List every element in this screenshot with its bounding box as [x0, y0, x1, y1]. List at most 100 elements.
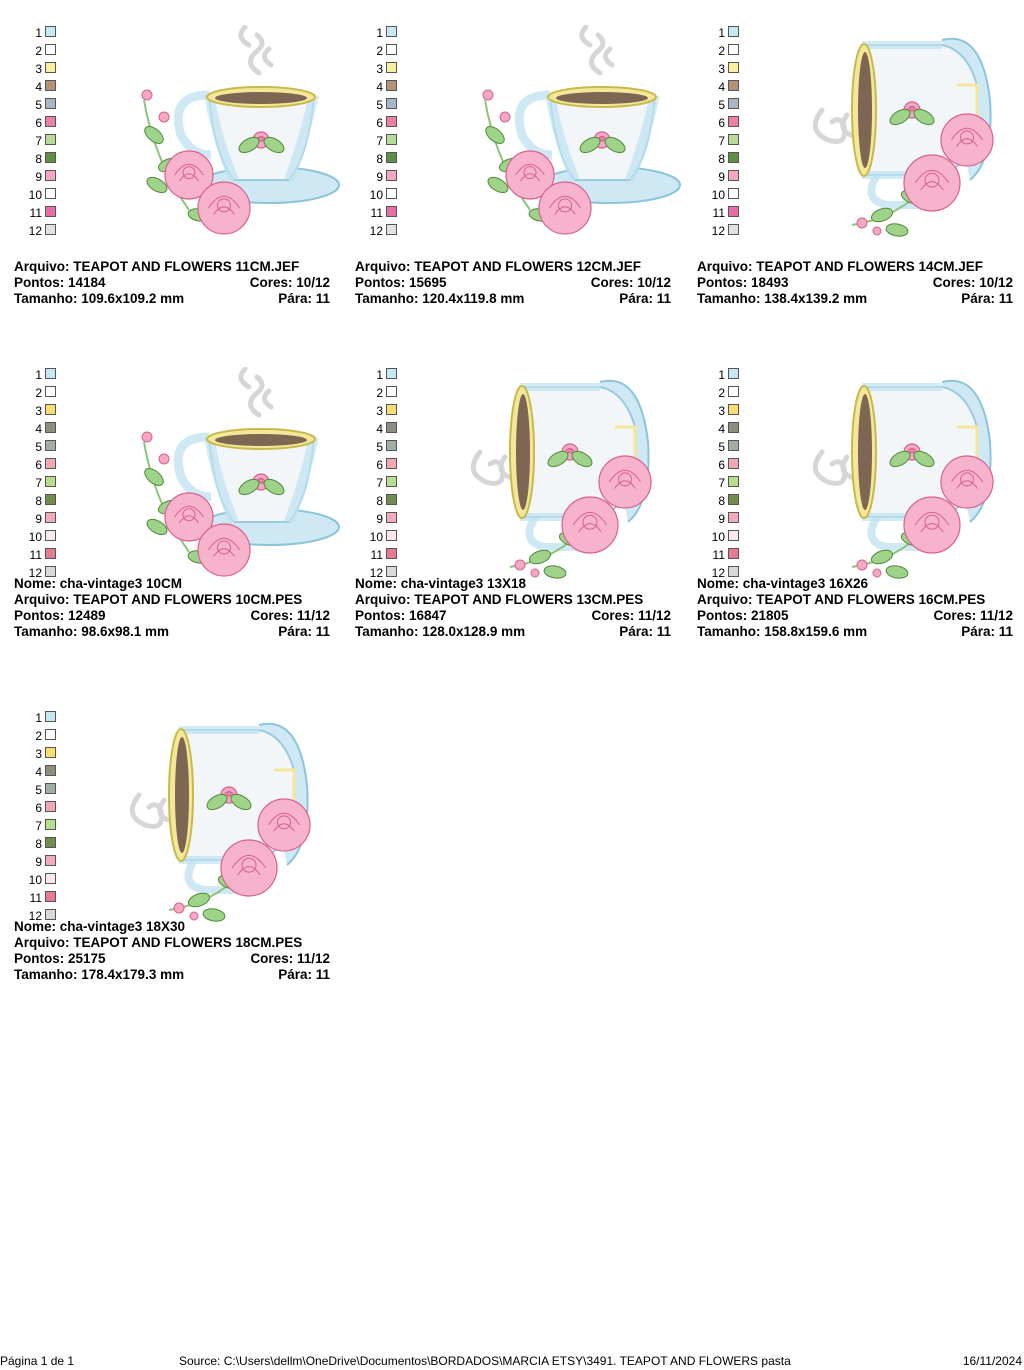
- color-swatch: [45, 747, 56, 758]
- color-swatch: [728, 62, 739, 73]
- color-swatch-row: 7: [697, 475, 741, 493]
- file-line-text: Arquivo: TEAPOT AND FLOWERS 18CM.PES: [14, 935, 303, 950]
- color-palette: 1 2 3 4 5 6 7 8 9 10 11 12: [14, 710, 58, 926]
- swatch-number: 3: [376, 404, 383, 418]
- color-swatch-row: 5: [697, 439, 741, 457]
- color-swatch-row: 7: [355, 475, 399, 493]
- color-swatch: [386, 548, 397, 559]
- swatch-number: 10: [369, 530, 383, 544]
- size-line-right: Pára: 11: [961, 291, 1013, 306]
- color-swatch-row: 12: [697, 565, 741, 583]
- design-card: 1 2 3 4 5 6 7 8 9 10 11 12 Nome: cha-vintage3 18X30…: [14, 710, 344, 1030]
- print-date: 16/11/2024: [962, 1354, 1022, 1368]
- swatch-number: 10: [28, 188, 42, 202]
- stitches-line-text: Pontos: 15695: [355, 275, 447, 290]
- design-card: 1 2 3 4 5 6 7 8 9 10 11 12 Arquivo: TEAPOT AND FLOW…: [14, 25, 344, 345]
- color-swatch-row: 2: [697, 43, 741, 61]
- size-line-text: Tamanho: 128.0x128.9 mm: [355, 624, 526, 639]
- swatch-number: 4: [35, 80, 42, 94]
- color-swatch: [728, 26, 739, 37]
- design-info: Nome: cha-vintage3 10CM Arquivo: TEAPOT A…: [14, 576, 330, 640]
- embroidery-preview: [792, 25, 1024, 240]
- color-swatch-row: 1: [697, 367, 741, 385]
- swatch-number: 8: [35, 837, 42, 851]
- design-info: Arquivo: TEAPOT AND FLOWERS 12CM.JEF Pont…: [355, 259, 671, 307]
- file-line: Arquivo: TEAPOT AND FLOWERS 10CM.PES: [14, 592, 330, 608]
- color-swatch: [45, 386, 56, 397]
- file-line: Arquivo: TEAPOT AND FLOWERS 16CM.PES: [697, 592, 1013, 608]
- color-swatch: [728, 224, 739, 235]
- color-swatch: [386, 62, 397, 73]
- swatch-number: 8: [35, 494, 42, 508]
- size-line: Tamanho: 138.4x139.2 mm Pára: 11: [697, 291, 1013, 307]
- color-swatch-row: 10: [14, 529, 58, 547]
- swatch-number: 7: [718, 134, 725, 148]
- stitches-line-right: Cores: 11/12: [933, 608, 1013, 623]
- file-line-text: Arquivo: TEAPOT AND FLOWERS 11CM.JEF: [14, 259, 300, 274]
- color-swatch-row: 12: [14, 908, 58, 926]
- swatch-number: 3: [376, 62, 383, 76]
- color-swatch-row: 4: [14, 79, 58, 97]
- color-swatch: [728, 476, 739, 487]
- swatch-number: 8: [718, 152, 725, 166]
- color-swatch-row: 6: [697, 457, 741, 475]
- swatch-number: 9: [718, 512, 725, 526]
- color-swatch: [45, 476, 56, 487]
- swatch-number: 11: [29, 891, 42, 905]
- color-swatch: [728, 512, 739, 523]
- color-swatch: [45, 170, 56, 181]
- swatch-number: 10: [369, 188, 383, 202]
- stitches-line-text: Pontos: 18493: [697, 275, 789, 290]
- size-line: Tamanho: 109.6x109.2 mm Pára: 11: [14, 291, 330, 307]
- color-swatch-row: 6: [355, 457, 399, 475]
- embroidery-preview: [109, 25, 349, 240]
- color-swatch: [386, 206, 397, 217]
- color-swatch-row: 12: [14, 223, 58, 241]
- color-swatch-row: 12: [355, 565, 399, 583]
- color-swatch: [386, 368, 397, 379]
- swatch-number: 1: [376, 368, 383, 382]
- color-swatch: [728, 548, 739, 559]
- swatch-number: 1: [35, 711, 42, 725]
- swatch-number: 7: [376, 476, 383, 490]
- color-swatch: [728, 206, 739, 217]
- embroidery-preview: [792, 367, 1024, 582]
- color-swatch-row: 3: [355, 61, 399, 79]
- stitches-line-text: Pontos: 21805: [697, 608, 789, 623]
- swatch-number: 6: [718, 458, 725, 472]
- color-swatch: [386, 44, 397, 55]
- size-line: Tamanho: 178.4x179.3 mm Pára: 11: [14, 967, 330, 983]
- design-card: 1 2 3 4 5 6 7 8 9 10 11 12 Nome: cha-vintage3 10CM A…: [14, 367, 344, 687]
- design-card: 1 2 3 4 5 6 7 8 9 10 11 12 Nome: cha-vintage3 13X18…: [355, 367, 685, 687]
- name-line: Nome: cha-vintage3 18X30: [14, 919, 330, 935]
- swatch-number: 12: [711, 566, 725, 580]
- color-swatch-row: 11: [355, 205, 399, 223]
- stitches-line-right: Cores: 10/12: [590, 275, 671, 290]
- color-swatch: [45, 206, 56, 217]
- file-line: Arquivo: TEAPOT AND FLOWERS 18CM.PES: [14, 935, 330, 951]
- file-line: Arquivo: TEAPOT AND FLOWERS 13CM.PES: [355, 592, 671, 608]
- swatch-number: 1: [35, 26, 42, 40]
- swatch-number: 9: [376, 170, 383, 184]
- color-swatch: [45, 404, 56, 415]
- size-line-text: Tamanho: 158.8x159.6 mm: [697, 624, 868, 639]
- color-swatch-row: 6: [14, 800, 58, 818]
- stitches-line-right: Cores: 11/12: [250, 608, 330, 623]
- size-line: Tamanho: 128.0x128.9 mm Pára: 11: [355, 624, 671, 640]
- color-swatch-row: 11: [355, 547, 399, 565]
- color-swatch-row: 4: [355, 421, 399, 439]
- stitches-line-text: Pontos: 16847: [355, 608, 447, 623]
- swatch-number: 4: [376, 80, 383, 94]
- color-swatch: [45, 873, 56, 884]
- file-line-text: Arquivo: TEAPOT AND FLOWERS 16CM.PES: [697, 592, 986, 607]
- color-swatch-row: 1: [697, 25, 741, 43]
- color-swatch: [45, 512, 56, 523]
- color-swatch: [728, 440, 739, 451]
- color-swatch: [45, 891, 56, 902]
- swatch-number: 10: [711, 188, 725, 202]
- color-swatch-row: 9: [355, 169, 399, 187]
- color-swatch: [45, 116, 56, 127]
- swatch-number: 7: [35, 819, 42, 833]
- color-swatch: [45, 837, 56, 848]
- swatch-number: 5: [718, 440, 725, 454]
